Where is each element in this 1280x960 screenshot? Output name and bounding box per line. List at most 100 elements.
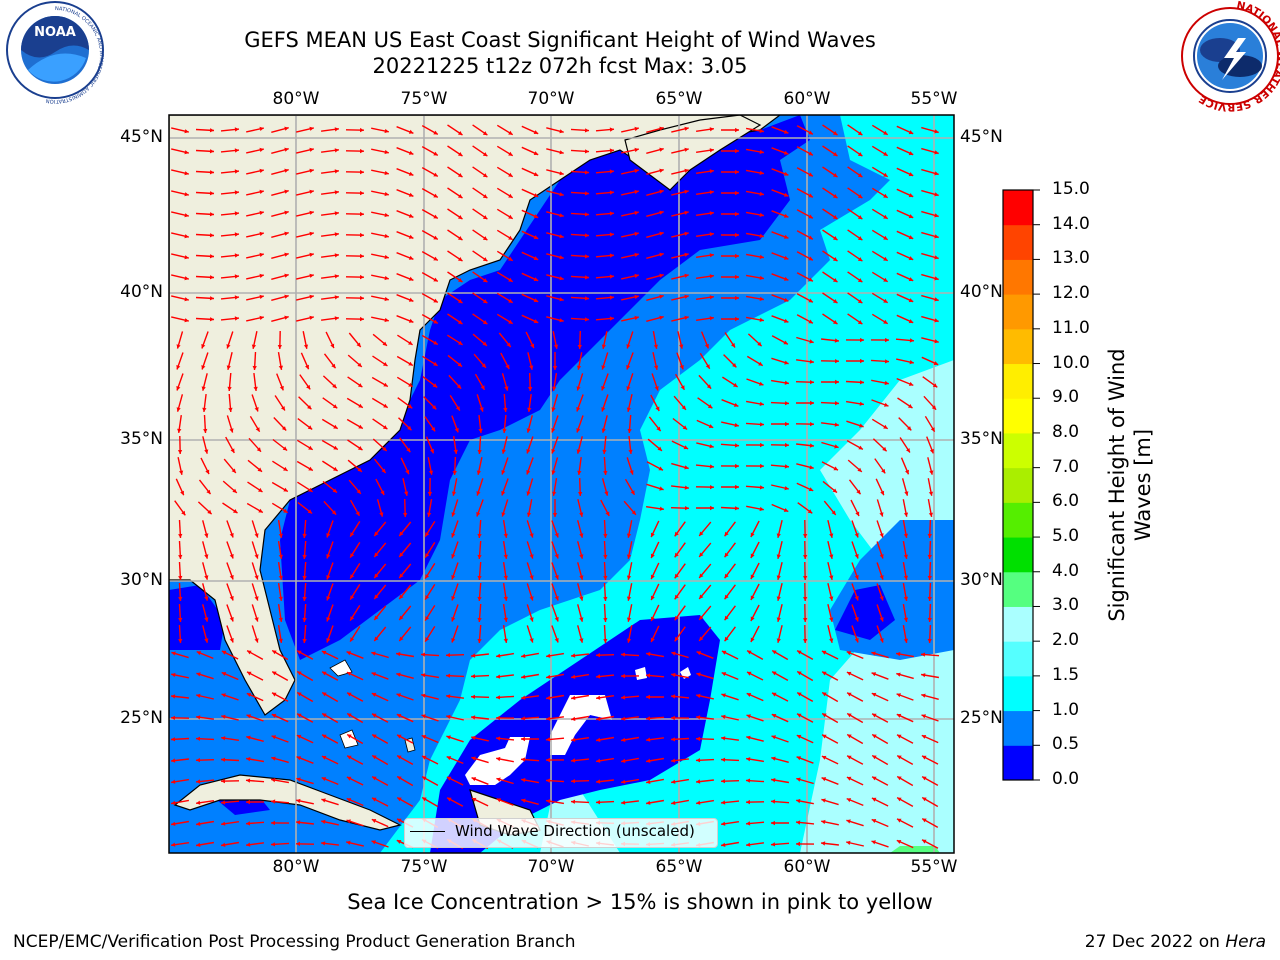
wind-wave-arrowhead xyxy=(699,573,704,578)
wind-wave-arrowhead xyxy=(408,171,414,176)
colorbar-segment xyxy=(1003,537,1033,573)
wind-wave-arrowhead xyxy=(854,617,859,622)
wind-wave-arrowhead xyxy=(882,446,887,452)
wind-wave-arrowhead xyxy=(571,737,576,742)
wind-wave-arrowhead xyxy=(908,172,914,177)
wind-wave-arrowhead xyxy=(399,552,404,557)
wind-wave-arrowhead xyxy=(750,574,755,579)
wind-wave-arrowhead xyxy=(496,756,501,762)
wind-wave-arrowhead xyxy=(347,755,352,760)
wind-wave-arrowhead xyxy=(421,714,426,719)
wind-wave-arrowhead xyxy=(433,340,438,345)
wind-wave-arrowhead xyxy=(584,233,589,238)
wind-wave-arrowhead xyxy=(433,319,438,324)
wind-wave-arrowhead xyxy=(296,798,301,804)
wind-wave-arrowhead xyxy=(553,344,559,349)
wind-wave-arrowhead xyxy=(246,778,251,783)
lat-tick-label: 45°N xyxy=(120,127,163,147)
wind-wave-arrowhead xyxy=(477,638,482,643)
wind-wave-arrowhead xyxy=(571,653,576,658)
wind-wave-arrowhead xyxy=(334,274,339,279)
wind-wave-arrowhead xyxy=(396,840,402,844)
wind-wave-arrowhead xyxy=(302,638,307,643)
wind-wave-arrowhead xyxy=(760,463,764,469)
wind-wave-arrowhead xyxy=(659,189,664,194)
wind-wave-arrowhead xyxy=(309,273,314,278)
wind-wave-arrowhead xyxy=(374,552,379,557)
wind-wave-arrowhead xyxy=(309,231,314,236)
colorbar-tick-label: 14.0 xyxy=(1052,213,1090,234)
wind-wave-arrowhead xyxy=(296,756,302,761)
wind-wave-arrowhead xyxy=(280,406,285,411)
wind-wave-arrowhead xyxy=(771,842,776,847)
wind-wave-arrowhead xyxy=(833,194,838,198)
wind-wave-arrowhead xyxy=(927,596,932,601)
wind-wave-arrowhead xyxy=(234,190,239,195)
wind-wave-arrowhead xyxy=(296,820,301,825)
lon-tick-label: 55°W xyxy=(910,89,958,109)
wind-wave-arrowhead xyxy=(905,469,909,475)
wind-wave-arrowhead xyxy=(896,713,902,718)
wind-wave-arrowhead xyxy=(246,735,251,740)
wind-wave-arrowhead xyxy=(934,129,939,134)
wind-wave-arrowhead xyxy=(308,466,313,471)
wind-wave-arrowhead xyxy=(234,295,239,300)
wind-wave-arrowhead xyxy=(256,447,261,452)
wind-wave-arrowhead xyxy=(684,231,689,236)
wind-wave-arrowhead xyxy=(284,294,289,299)
wind-wave-arrowhead xyxy=(879,575,884,580)
wind-wave-arrowhead xyxy=(771,799,776,804)
wind-wave-arrowhead xyxy=(681,405,686,410)
wind-wave-arrowhead xyxy=(334,148,339,153)
wind-wave-arrowhead xyxy=(358,383,363,388)
wind-wave-arrowhead xyxy=(209,191,214,196)
wind-wave-arrowhead xyxy=(528,387,533,391)
wind-wave-arrowhead xyxy=(322,713,327,718)
wind-wave-arrowhead xyxy=(735,190,739,196)
wind-wave-arrowhead xyxy=(746,842,751,847)
wind-wave-arrowhead xyxy=(934,339,939,344)
wind-wave-arrowhead xyxy=(646,758,651,763)
wind-wave-arrowhead xyxy=(634,273,639,279)
wind-wave-arrowhead xyxy=(458,340,463,345)
wind-wave-arrowhead xyxy=(471,653,476,658)
wind-wave-arrowhead xyxy=(346,819,351,824)
colorbar-tick-label: 10.0 xyxy=(1052,352,1090,373)
colorbar-segment xyxy=(1003,294,1033,330)
ocean-calm-gulf xyxy=(169,585,225,650)
wind-wave-arrowhead xyxy=(408,276,414,281)
wind-wave-arrowhead xyxy=(584,149,589,154)
chart-subtitle: 20221225 t12z 072h fcst Max: 3.05 xyxy=(372,54,748,78)
wind-wave-arrowhead xyxy=(529,575,534,580)
wind-wave-arrowhead xyxy=(883,319,888,324)
footer-date-text: 27 Dec 2022 on xyxy=(1084,932,1226,952)
wind-wave-arrowhead xyxy=(721,779,725,784)
wind-wave-arrowhead xyxy=(178,638,183,643)
wind-wave-arrowhead xyxy=(784,464,789,469)
wind-wave-arrowhead xyxy=(808,172,813,177)
wind-wave-arrowhead xyxy=(382,446,387,451)
wind-wave-arrowhead xyxy=(503,554,508,559)
wind-wave-arrowhead xyxy=(810,380,814,385)
wind-wave-arrowhead xyxy=(927,554,932,559)
wind-wave-arrowhead xyxy=(771,756,776,761)
colorbar-segment xyxy=(1003,571,1033,607)
wind-wave-arrowhead xyxy=(508,130,513,135)
wind-wave-arrowhead xyxy=(871,797,877,802)
wind-wave-arrowhead xyxy=(477,575,482,580)
wind-wave-arrowhead xyxy=(559,276,564,281)
wind-wave-arrowhead xyxy=(857,236,863,241)
wind-wave-arrowhead xyxy=(180,490,184,496)
wind-wave-arrowhead xyxy=(184,213,189,218)
wind-wave-arrowhead xyxy=(284,168,289,173)
wind-wave-arrowhead xyxy=(657,446,662,451)
wind-wave-arrowhead xyxy=(601,407,606,412)
wind-wave-arrowhead xyxy=(596,779,601,784)
wind-wave-arrowhead xyxy=(883,130,888,135)
colorbar-tick-label: 0.5 xyxy=(1052,734,1080,755)
wind-wave-arrowhead xyxy=(897,797,902,802)
wind-wave-arrowhead xyxy=(381,468,386,473)
wind-wave-arrowhead xyxy=(196,693,201,698)
wind-wave-arrowhead xyxy=(204,638,209,643)
colorbar-segment xyxy=(1003,745,1033,781)
